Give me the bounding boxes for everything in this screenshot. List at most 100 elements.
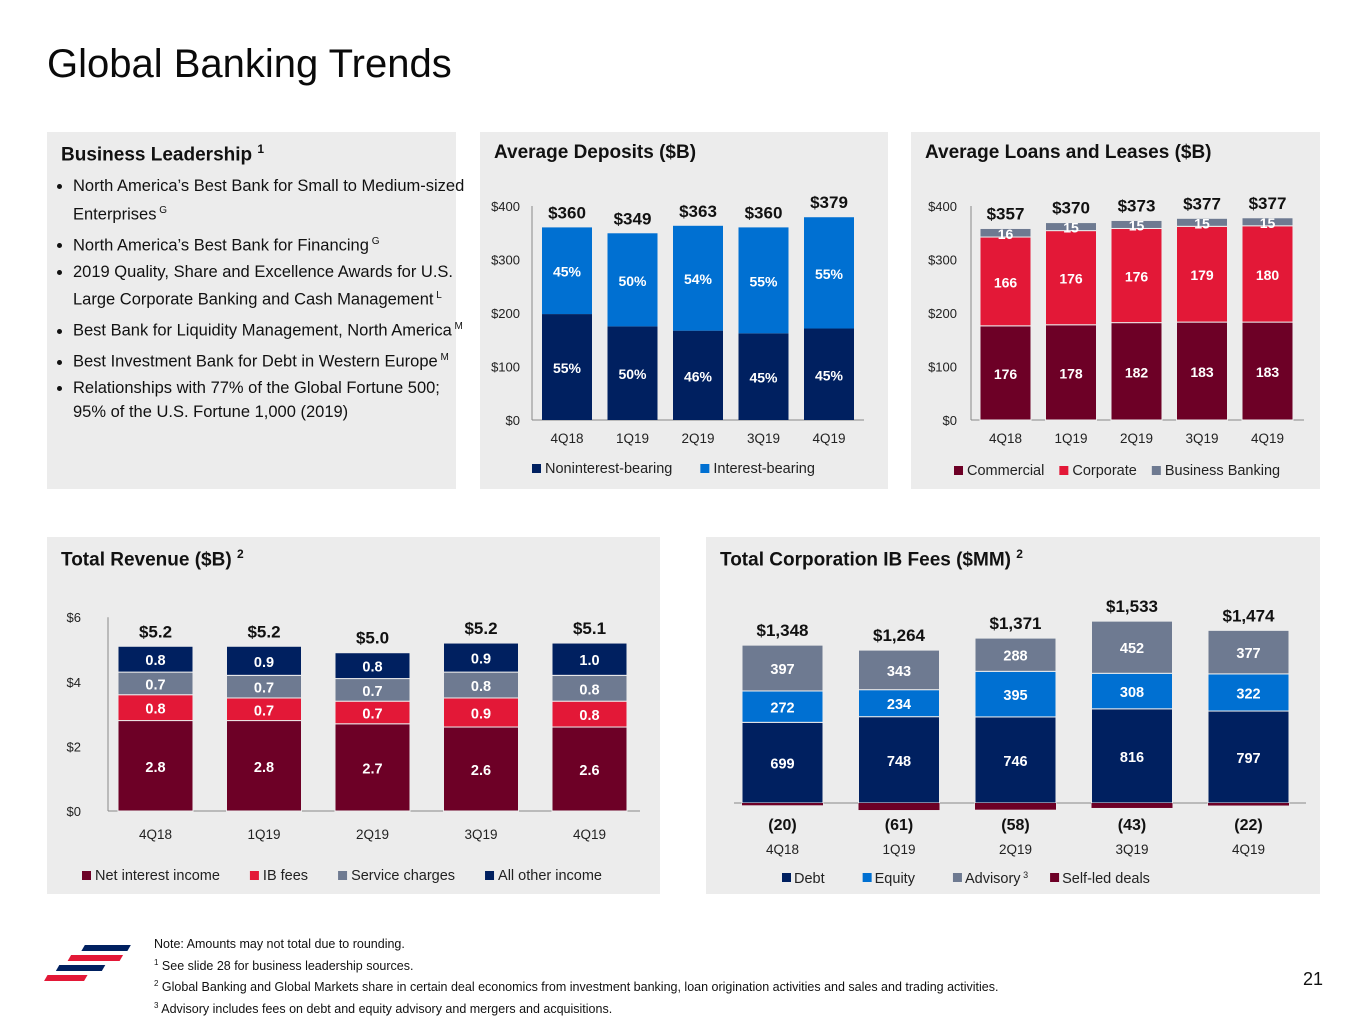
footnotes: Note: Amounts may not total due to round… [154,935,1154,1018]
footnote: 2 Global Banking and Global Markets shar… [154,975,1154,997]
x-tick-label: 1Q19 [247,827,280,842]
footnote: 3 Advisory includes fees on debt and equ… [154,997,1154,1019]
page-title: Global Banking Trends [47,42,452,86]
bar-segment [1207,629,1290,675]
total-label: $349 [614,209,652,228]
bar-segment [551,700,628,728]
bar-segment [673,330,723,420]
bar-segment [858,716,940,804]
leadership-item: North America’s Best Bank for Financing … [73,230,468,258]
x-tick-label: 2Q19 [1120,431,1153,446]
bar-segment [1207,673,1290,712]
bar-segment [1110,227,1163,324]
ib-fees-title-sup: 2 [1016,547,1023,561]
total-label: $360 [745,203,783,222]
bar-segment [1091,803,1173,808]
page-number: 21 [1303,969,1324,989]
bar-segment [542,227,592,315]
total-label: $5.1 [573,619,606,638]
data-label: 322 [1236,686,1260,702]
x-tick-label: 4Q18 [766,842,799,857]
total-revenue-title-sup: 2 [236,547,244,561]
footnote-mark: 3 [154,1000,159,1010]
data-label: 2.6 [471,763,491,779]
data-label: 452 [1120,641,1144,657]
leadership-item-text: Best Bank for Liquidity Management, Nort… [73,321,452,340]
x-tick-label: 4Q19 [812,431,845,446]
bar-segment [738,227,789,334]
data-label: 343 [887,664,911,680]
leadership-item-sup: L [433,290,442,301]
bar-segment [1207,710,1290,804]
data-label: 0.7 [362,706,382,722]
bar-segment [979,227,1032,238]
footnote-text: Global Banking and Global Markets share … [158,980,999,995]
y-tick-label: $6 [67,610,81,625]
data-label: 0.8 [579,682,599,698]
y-tick-label: $300 [491,253,520,268]
footnote: Note: Amounts may not total due to round… [154,935,1154,954]
legend-swatch [952,873,962,882]
legend-swatch [249,871,259,880]
total-revenue-chart: $0 $2 $4 $6 2.8 0.8 0.7 0.8 $5.2 4Q18 2.8 0.7 0.7 0.9… [67,610,640,884]
data-label: 0.9 [471,706,491,722]
bar-segment [226,645,302,676]
data-label: 746 [1003,754,1027,770]
footnote-text: Advisory includes fees on debt and equit… [158,1001,613,1016]
x-tick-label: 2Q19 [356,827,389,842]
data-label: 179 [1190,267,1214,283]
bar-segment [1176,225,1228,323]
x-tick-label: 4Q18 [989,431,1022,446]
legend-swatch [485,871,495,880]
bar-segment [742,803,823,806]
y-tick-label: $2 [67,739,81,754]
bank-flag-logo-icon [44,945,131,981]
legend-label: Corporate [1072,463,1136,479]
leadership-item: 2019 Quality, Share and Excellence Award… [73,261,468,313]
legend-label: Advisory 3 [965,870,1028,887]
bar-segment [858,689,940,718]
legend-label: Business Banking [1165,463,1280,479]
bar-segment [117,720,194,812]
data-label: 45% [815,367,844,383]
business-leadership-title-sup: 1 [257,142,265,156]
legend-label: Net interest income [95,868,220,884]
ib-fees-title-text: Total Corporation IB Fees ($MM) [720,549,1011,571]
y-tick-label: $200 [928,306,957,321]
leadership-item-text: 2019 Quality, Share and Excellence Award… [73,262,454,309]
leadership-item-text: North America’s Best Bank for Financing [73,236,369,254]
legend-swatch [532,464,541,473]
data-label: 308 [1120,685,1144,701]
total-label: $1,348 [757,621,809,640]
bar-segment [443,697,519,728]
total-label: $5.2 [464,619,497,638]
total-label: $5.0 [356,629,389,648]
bar-segment [1110,322,1163,421]
leadership-item-sup: M [437,352,449,363]
bar-segment [1241,321,1294,421]
data-label: 183 [1256,364,1280,380]
bar-segment [542,314,592,420]
data-label: 50% [618,366,647,382]
leadership-item: North America’s Best Bank for Small to M… [73,175,468,227]
bar-segment [1208,803,1289,806]
data-label: 0.8 [362,660,382,676]
total-label: $1,264 [873,626,926,645]
data-label: 55% [553,360,582,376]
data-label: 180 [1256,267,1280,283]
data-label: 55% [815,266,844,282]
leadership-item-text: North America’s Best Bank for Small to M… [73,177,465,223]
data-label: 46% [684,368,713,384]
y-tick-label: $400 [491,199,520,214]
x-tick-label: 2Q19 [999,842,1032,857]
bar-segment [1091,620,1173,674]
data-label: 0.8 [145,653,165,669]
bar-segment [1045,230,1097,326]
x-tick-label: 3Q19 [1115,842,1148,857]
data-label: 15 [1063,220,1079,236]
total-label: $379 [810,193,848,212]
bar-segment [858,803,940,811]
negative-label: (61) [885,817,913,834]
bar-segment [607,326,658,420]
data-label: 0.7 [254,681,274,697]
